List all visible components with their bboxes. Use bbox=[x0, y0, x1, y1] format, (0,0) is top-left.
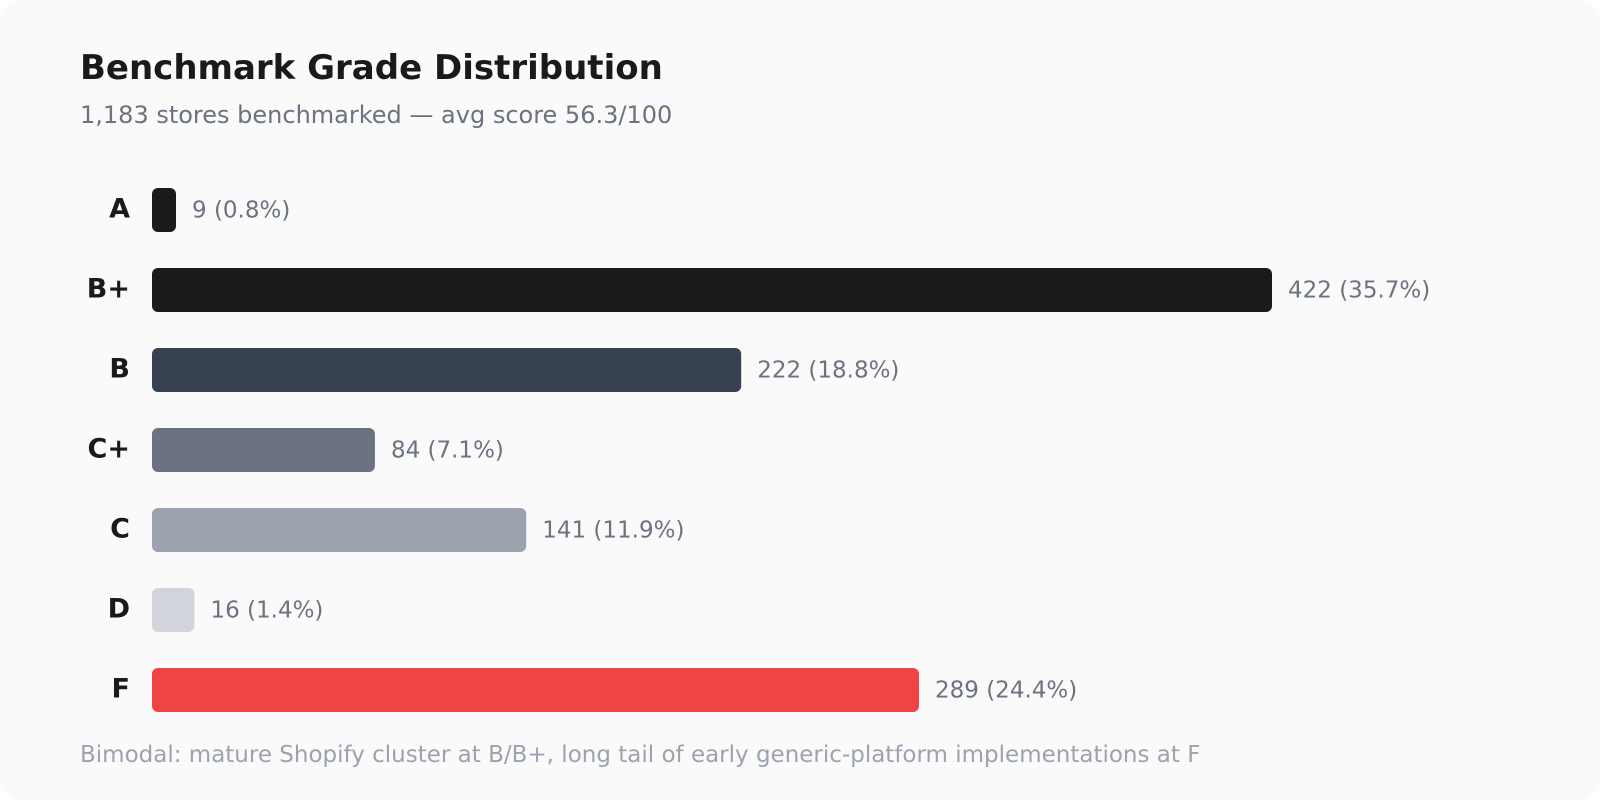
grade-label-4: C bbox=[110, 514, 130, 545]
grade-label-0: A bbox=[109, 194, 130, 225]
value-label-0: 9 (0.8%) bbox=[192, 198, 290, 224]
bar-6 bbox=[152, 668, 920, 712]
bar-0 bbox=[152, 188, 176, 232]
value-label-6: 289 (24.4%) bbox=[935, 678, 1077, 704]
bar-chart: A 9 (0.8%) B+ 422 (35.7%) B 222 (18.8%) C+ 84 (… bbox=[87, 188, 1430, 712]
value-label-2: 222 (18.8%) bbox=[757, 358, 899, 384]
value-label-4: 141 (11.9%) bbox=[542, 518, 684, 544]
chart-footnote: Bimodal: mature Shopify cluster at B/B+,… bbox=[80, 742, 1201, 768]
value-label-5: 16 (1.4%) bbox=[210, 598, 323, 624]
value-label-1: 422 (35.7%) bbox=[1288, 278, 1430, 304]
bar-3 bbox=[152, 428, 375, 472]
bar-5 bbox=[152, 588, 195, 632]
grade-label-6: F bbox=[112, 674, 130, 705]
chart-title: Benchmark Grade Distribution bbox=[80, 48, 663, 88]
bar-1 bbox=[152, 268, 1272, 312]
chart-subtitle: 1,183 stores benchmarked — avg score 56.… bbox=[80, 101, 673, 129]
bar-4 bbox=[152, 508, 527, 552]
value-label-3: 84 (7.1%) bbox=[391, 438, 504, 464]
grade-label-3: C+ bbox=[88, 434, 130, 465]
grade-label-5: D bbox=[108, 594, 130, 625]
bar-2 bbox=[152, 348, 742, 392]
grade-label-2: B bbox=[109, 354, 130, 385]
grade-label-1: B+ bbox=[87, 274, 130, 305]
